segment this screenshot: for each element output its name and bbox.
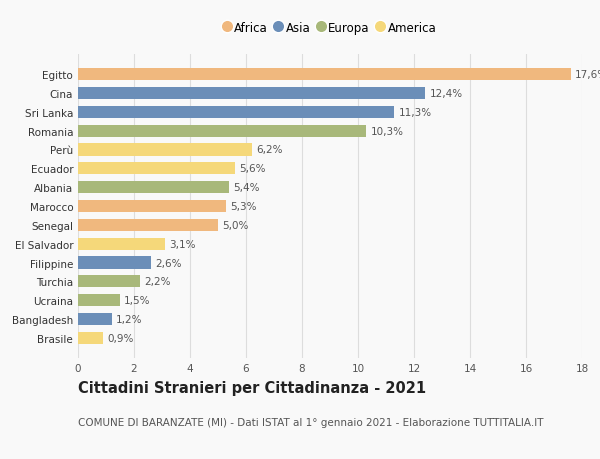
Bar [78,163,235,175]
Text: 2,6%: 2,6% [155,258,182,268]
Text: 6,2%: 6,2% [256,145,283,155]
Bar [78,219,218,231]
Text: Cittadini Stranieri per Cittadinanza - 2021: Cittadini Stranieri per Cittadinanza - 2… [78,380,426,395]
Text: COMUNE DI BARANZATE (MI) - Dati ISTAT al 1° gennaio 2021 - Elaborazione TUTTITAL: COMUNE DI BARANZATE (MI) - Dati ISTAT al… [78,417,544,427]
Text: 5,3%: 5,3% [230,202,257,212]
Text: 12,4%: 12,4% [430,89,463,99]
Text: 2,2%: 2,2% [144,277,170,287]
Text: 0,9%: 0,9% [107,333,134,343]
Text: 5,6%: 5,6% [239,164,265,174]
Legend: Africa, Asia, Europa, America: Africa, Asia, Europa, America [220,18,440,39]
Bar [78,201,226,213]
Bar [78,106,394,119]
Bar [78,332,103,344]
Text: 17,6%: 17,6% [575,70,600,80]
Text: 1,5%: 1,5% [124,296,151,306]
Text: 3,1%: 3,1% [169,239,196,249]
Text: 11,3%: 11,3% [398,107,432,118]
Bar [78,238,165,250]
Bar [78,69,571,81]
Text: 5,4%: 5,4% [233,183,260,193]
Bar [78,182,229,194]
Text: 5,0%: 5,0% [222,220,248,230]
Bar [78,257,151,269]
Bar [78,144,251,156]
Bar [78,88,425,100]
Bar [78,276,140,288]
Bar [78,313,112,325]
Bar [78,125,367,137]
Text: 1,2%: 1,2% [116,314,142,325]
Bar [78,294,120,307]
Text: 10,3%: 10,3% [371,126,404,136]
